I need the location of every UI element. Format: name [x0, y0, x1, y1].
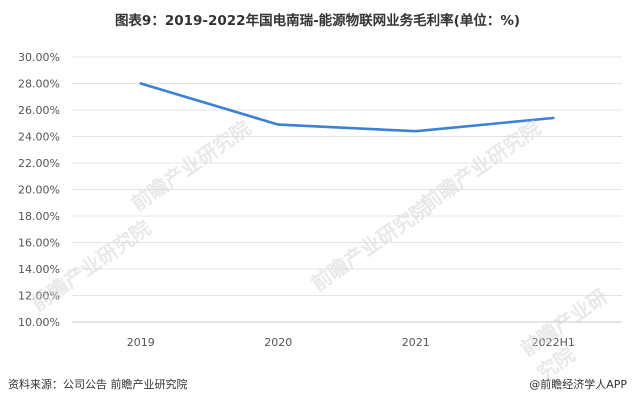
chart-title: 图表9：2019-2022年国电南瑞-能源物联网业务毛利率(单位：%): [114, 13, 521, 29]
source-note: 资料来源：公司公告 前瞻产业研究院: [8, 378, 188, 391]
y-tick-label: 20.00%: [18, 184, 60, 197]
x-tick-label: 2021: [402, 336, 430, 349]
x-tick-label: 2020: [264, 336, 292, 349]
x-tick-label: 2022H1: [532, 336, 575, 349]
series-line: [139, 82, 555, 133]
y-tick-label: 26.00%: [18, 104, 60, 117]
y-tick-label: 28.00%: [18, 78, 60, 91]
y-tick-label: 10.00%: [18, 316, 60, 329]
y-tick-label: 12.00%: [18, 290, 60, 303]
x-axis-labels: 2019 2020 2021 2022H1: [127, 336, 575, 349]
gridlines: [72, 56, 622, 323]
y-tick-label: 22.00%: [18, 157, 60, 170]
credit-note: @前瞻经济学人APP: [529, 378, 627, 391]
y-tick-label: 30.00%: [18, 51, 60, 64]
y-axis-labels: 10.00% 12.00% 14.00% 16.00% 18.00% 20.00% 22.0…: [18, 51, 60, 329]
y-tick-label: 18.00%: [18, 210, 60, 223]
y-tick-label: 24.00%: [18, 131, 60, 144]
y-tick-label: 14.00%: [18, 263, 60, 276]
x-tick-label: 2019: [127, 336, 155, 349]
y-tick-label: 16.00%: [18, 237, 60, 250]
